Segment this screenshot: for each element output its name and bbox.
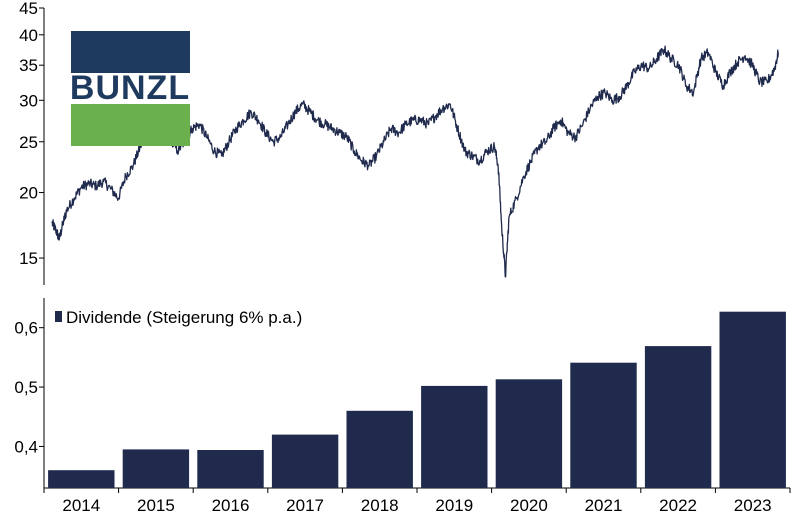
dividend-bars — [48, 311, 786, 488]
dividend-bar-2018 — [346, 410, 413, 488]
dividend-bar-2021 — [570, 362, 637, 488]
price-y-tick-label: 40 — [19, 26, 38, 45]
dividend-x-tick-label: 2014 — [62, 496, 100, 515]
price-y-ticks: 15 20 25 30 35 40 45 — [19, 0, 44, 268]
dividend-bar-2016 — [197, 450, 264, 488]
dividend-x-ticks: 2014 2015 2016 2017 2018 2019 2020 2021 2022 2023 — [43, 488, 791, 515]
dividend-y-tick-label: 0,5 — [14, 378, 38, 397]
dividend-x-tick-label: 2018 — [361, 496, 399, 515]
price-y-tick-label: 20 — [19, 184, 38, 203]
dividend-bar-2015 — [122, 449, 190, 488]
legend: Dividende (Steigerung 6% p.a.) — [55, 308, 302, 327]
dividend-bar-2023 — [719, 311, 786, 488]
price-y-tick-label: 30 — [19, 91, 38, 110]
legend-swatch — [55, 311, 62, 322]
dividend-y-tick-label: 0,6 — [14, 319, 38, 338]
price-y-tick-label: 15 — [19, 249, 38, 268]
dividend-x-tick-label: 2019 — [435, 496, 473, 515]
dividend-bar-2019 — [421, 385, 488, 488]
dividend-panel: 0,40,50,6 2014 2015 2016 2017 2018 2019 2020 20… — [14, 298, 791, 515]
dividend-x-tick-label: 2020 — [510, 496, 548, 515]
dividend-x-tick-label: 2022 — [659, 496, 697, 515]
price-y-tick-label: 35 — [19, 56, 38, 75]
logo-bottom-band — [71, 104, 190, 146]
dividend-y-ticks: 0,4 0,5 0,6 — [14, 319, 44, 456]
price-y-tick-label: 25 — [19, 133, 38, 152]
logo-text: BUNZL — [70, 69, 190, 107]
dividend-x-tick-label: 2021 — [585, 496, 623, 515]
dividend-x-tick-label: 2017 — [286, 496, 324, 515]
dividend-x-tick-label: 2016 — [212, 496, 250, 515]
dividend-bar-2020 — [495, 379, 563, 488]
price-y-tick-label: 45 — [19, 0, 38, 18]
legend-label: Dividende (Steigerung 6% p.a.) — [66, 308, 302, 327]
dividend-bar-2022 — [644, 346, 712, 488]
dividend-x-tick-label: 2015 — [137, 496, 175, 515]
bunzl-logo: BUNZL — [70, 31, 190, 146]
dividend-bar-2014 — [48, 470, 115, 488]
dividend-y-tick-label: 0,4 — [14, 437, 38, 456]
dividend-bar-2017 — [271, 434, 339, 488]
price-panel: 15 20 25 30 35 40 45 — [19, 0, 779, 285]
dividend-x-tick-label: 2023 — [734, 496, 772, 515]
logo-top-band — [71, 31, 190, 73]
